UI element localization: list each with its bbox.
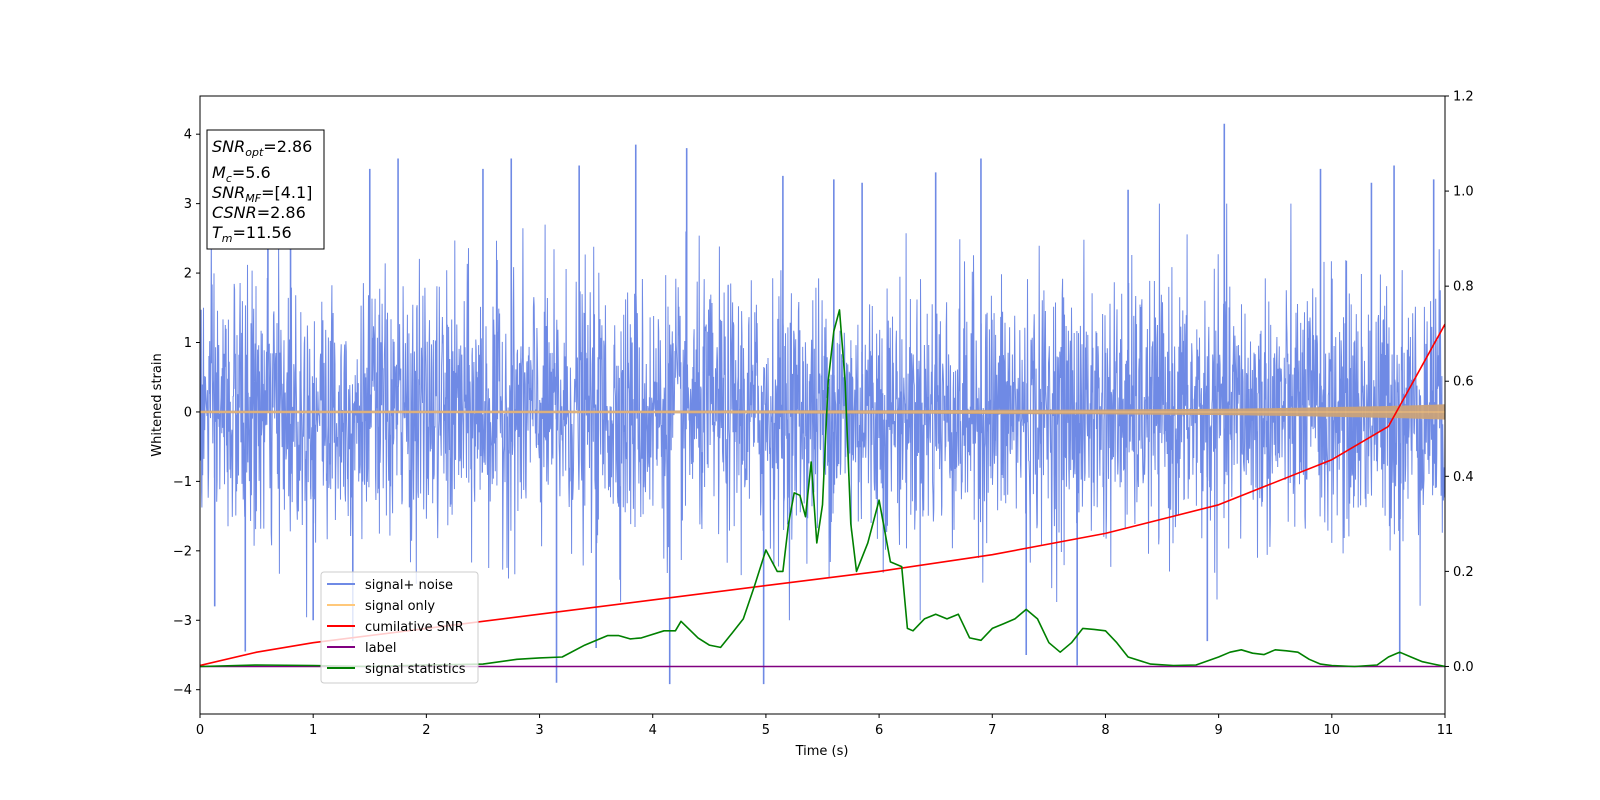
y-tick-label: 4	[184, 128, 192, 143]
info-box-frame	[206, 129, 325, 250]
x-tick-label: 9	[1214, 723, 1222, 738]
info-snr-mf: SNRMF=[4.1]	[212, 183, 312, 205]
info-box: SNRopt=2.86 Mc=5.6 SNRMF=[4.1] CSNR=2.86…	[206, 129, 325, 250]
x-tick-label: 3	[535, 723, 543, 738]
x-axis: 0 1 2 3 4 5 6 7 8 9 10 11	[196, 714, 1453, 738]
x-tick-label: 8	[1101, 723, 1109, 738]
y-tick-label: 1	[184, 336, 192, 351]
signal-statistics-line	[200, 309, 1445, 668]
y2-tick-label: 0.2	[1453, 565, 1474, 580]
y-axis-left: −4 −3 −2 −1 0 1 2 3 4	[173, 128, 200, 698]
y-tick-label: −4	[173, 683, 192, 698]
y-tick-label: −2	[173, 544, 192, 559]
info-mc: Mc=5.6	[212, 163, 271, 185]
y-tick-label: −3	[173, 614, 192, 629]
x-tick-label: 4	[649, 723, 657, 738]
legend-label-signal-statistics: signal statistics	[365, 662, 466, 677]
y-tick-label: −1	[173, 475, 192, 490]
x-tick-label: 2	[422, 723, 430, 738]
signal-only-series	[200, 404, 1445, 420]
y2-tick-label: 0.6	[1453, 375, 1474, 390]
info-snr-opt: SNRopt=2.86	[212, 137, 312, 159]
y2-tick-label: 0.4	[1453, 470, 1474, 485]
y-axis-right: 0.0 0.2 0.4 0.6 0.8 1.0 1.2	[1445, 90, 1474, 675]
y-axis-label: Whitened strain	[150, 353, 165, 456]
y-tick-label: 3	[184, 197, 192, 212]
legend-label-cumulative-snr: cumilative SNR	[365, 620, 464, 635]
x-tick-label: 0	[196, 723, 204, 738]
legend-item-signal-statistics: signal statistics	[327, 662, 466, 677]
y-tick-label: 0	[184, 405, 192, 420]
legend-label-signal-only: signal only	[365, 599, 435, 614]
info-csnr: CSNR=2.86	[212, 203, 306, 222]
x-tick-label: 5	[762, 723, 770, 738]
x-tick-label: 7	[988, 723, 996, 738]
legend-item-signal-noise: signal+ noise	[327, 578, 453, 593]
x-tick-label: 6	[875, 723, 883, 738]
legend-item-cumulative-snr: cumilative SNR	[327, 620, 464, 635]
y2-tick-label: 0.8	[1453, 280, 1474, 295]
x-axis-label: Time (s)	[795, 744, 849, 759]
legend-frame	[320, 571, 479, 684]
signal-noise-series	[200, 123, 1445, 685]
legend-item-signal-only: signal only	[327, 599, 435, 614]
x-tick-label: 1	[309, 723, 317, 738]
y-tick-label: 2	[184, 267, 192, 282]
y2-tick-label: 1.2	[1453, 90, 1474, 105]
x-tick-label: 10	[1324, 723, 1341, 738]
legend-item-label: label	[327, 641, 396, 656]
plot-area	[200, 123, 1445, 685]
axes-frame	[199, 95, 1446, 715]
info-tm: Tm=11.56	[212, 223, 292, 245]
legend-label-signal-noise: signal+ noise	[365, 578, 453, 593]
x-tick-label: 11	[1437, 723, 1454, 738]
legend: signal+ noise signal only cumilative SNR…	[320, 571, 479, 684]
legend-label-label: label	[365, 641, 396, 656]
signal-noise-line	[200, 203, 1445, 621]
y2-tick-label: 1.0	[1453, 185, 1474, 200]
y2-tick-label: 0.0	[1453, 660, 1474, 675]
